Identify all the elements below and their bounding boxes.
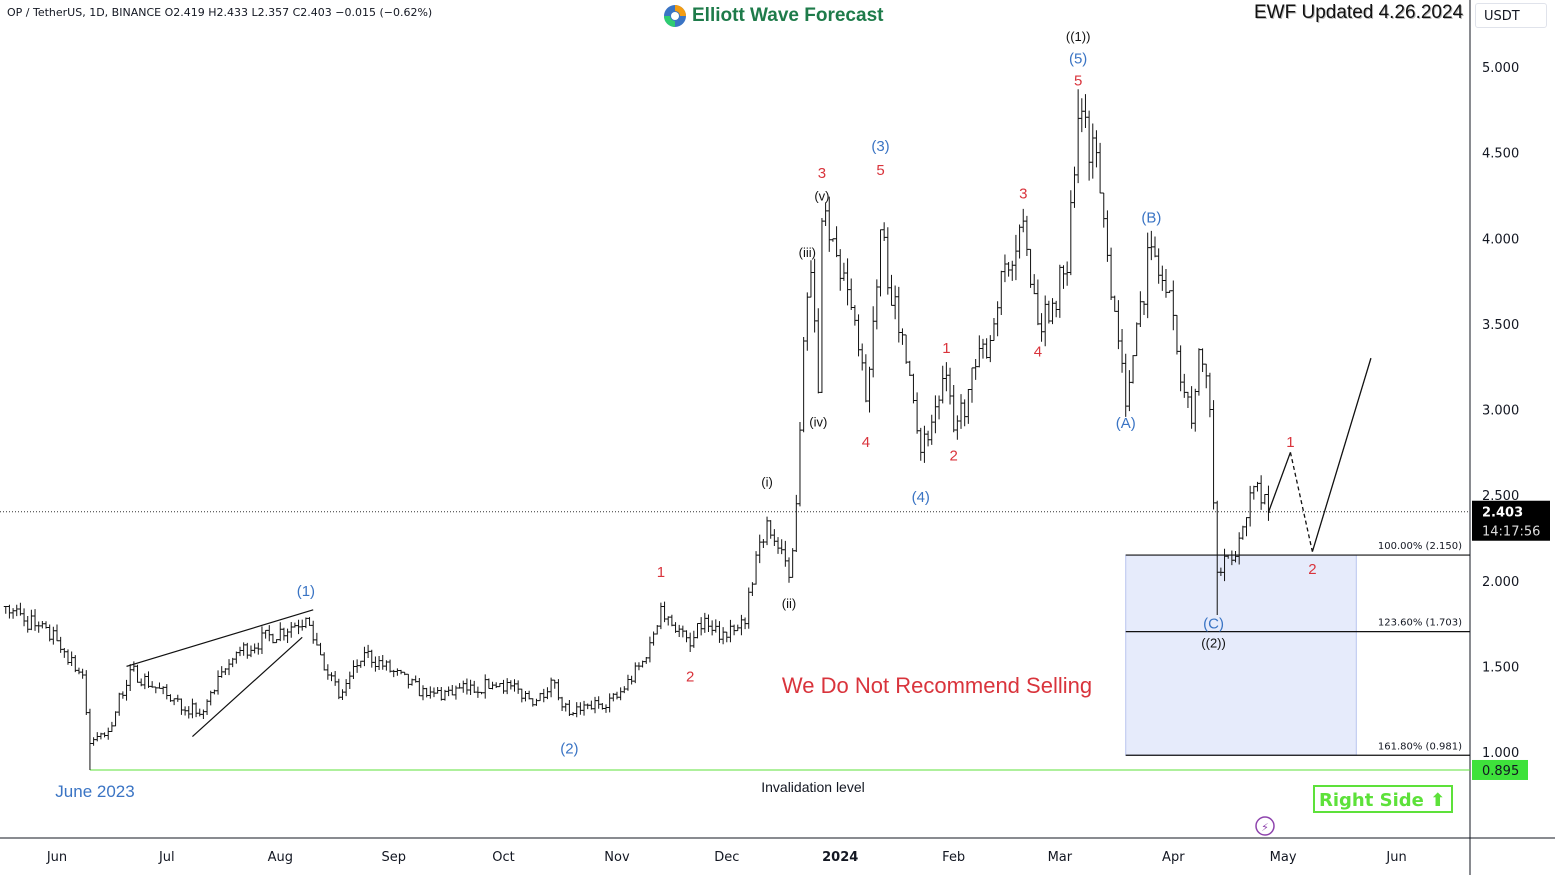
lightning-icon[interactable] — [1255, 816, 1275, 836]
updated-label: EWF Updated 4.26.2024 — [1254, 2, 1464, 23]
wave-label: 2 — [950, 448, 958, 465]
currency-selector[interactable]: USDT — [1475, 3, 1547, 28]
wave-label: (3) — [871, 138, 889, 155]
last-price-tag — [1472, 500, 1550, 541]
wave-label: 1 — [1286, 434, 1294, 451]
x-tick-label: Feb — [942, 850, 965, 865]
fib-level-label: 100.00% (2.150) — [1378, 541, 1462, 552]
y-tick-label: 3.000 — [1482, 404, 1519, 419]
projection-path — [1311, 357, 1372, 552]
y-tick-label: 2.000 — [1482, 575, 1519, 590]
x-tick-label: Mar — [1048, 850, 1073, 865]
invalidation-label: Invalidation level — [761, 779, 865, 795]
wave-label: (2) — [560, 741, 578, 758]
wave-label: 5 — [876, 162, 884, 179]
x-tick-label: Aug — [268, 850, 293, 865]
wave-label: (5) — [1069, 50, 1087, 67]
logo: Elliott Wave Forecast — [662, 3, 883, 29]
wave-label: (B) — [1141, 210, 1161, 227]
logo-text: Elliott Wave Forecast — [692, 5, 884, 26]
wave-label: ((2)) — [1201, 635, 1226, 650]
wedge-trendline — [126, 609, 314, 667]
last-price-label: 2.403 — [1482, 506, 1523, 521]
wave-label: 4 — [1034, 343, 1042, 360]
wedge-trendline — [192, 636, 303, 738]
fib-zone — [1125, 554, 1357, 756]
wave-label: (C) — [1203, 616, 1224, 633]
arrow-up-icon: ⬆ — [1430, 790, 1446, 811]
y-tick-label: 4.500 — [1482, 147, 1519, 162]
x-tick-label: Jul — [158, 850, 175, 865]
lightning-glyph: ⚡ — [1261, 821, 1269, 834]
fib-level-label: 161.80% (0.981) — [1378, 741, 1462, 752]
x-tick-label: Nov — [604, 850, 630, 865]
wave-label: (i) — [761, 474, 773, 489]
y-tick-label: 5.000 — [1482, 61, 1519, 76]
june-2023-label: June 2023 — [55, 782, 134, 801]
wave-label: 3 — [1019, 186, 1027, 203]
countdown-label: 14:17:56 — [1482, 525, 1540, 540]
wave-label: 4 — [862, 434, 870, 451]
fib-level-label: 123.60% (1.703) — [1378, 618, 1462, 629]
wave-label: (iii) — [799, 245, 816, 260]
right-side-badge: Right Side ⬆ — [1313, 785, 1453, 813]
wave-label: (A) — [1116, 415, 1136, 432]
wave-label: (ii) — [782, 596, 796, 611]
x-tick-label: Jun — [1385, 850, 1406, 865]
x-tick-label: Oct — [492, 850, 514, 865]
y-tick-label: 1.500 — [1482, 660, 1519, 675]
right-side-label: Right Side — [1319, 790, 1424, 811]
wave-label: (4) — [912, 489, 930, 506]
invalidation-price-tag — [1472, 759, 1528, 780]
invalidation-price-label: 0.895 — [1482, 764, 1519, 779]
logo-icon — [664, 5, 686, 27]
projection-path — [1289, 452, 1314, 552]
y-tick-label: 1.000 — [1482, 746, 1519, 761]
wave-label: 2 — [686, 669, 694, 686]
x-tick-label: Sep — [381, 850, 406, 865]
wave-label: 2 — [1308, 561, 1316, 578]
wave-label: 1 — [657, 564, 665, 581]
warning-label: We Do Not Recommend Selling — [782, 673, 1092, 698]
wave-label: (1) — [297, 583, 315, 600]
wave-label: 3 — [818, 165, 826, 182]
wave-label: (v) — [814, 188, 829, 203]
wave-label: ((1)) — [1066, 29, 1091, 44]
x-tick-label: May — [1270, 850, 1297, 865]
y-tick-label: 4.000 — [1482, 232, 1519, 247]
x-tick-label: Dec — [714, 850, 739, 865]
y-tick-label: 2.500 — [1482, 489, 1519, 504]
wave-label: 5 — [1074, 73, 1082, 90]
symbol-ohlc-legend: OP / TetherUS, 1D, BINANCE O2.419 H2.433… — [7, 6, 433, 19]
x-tick-label: Apr — [1162, 850, 1185, 865]
projection-path — [1267, 452, 1292, 513]
y-tick-label: 3.500 — [1482, 318, 1519, 333]
x-tick-label: 2024 — [822, 850, 858, 865]
wave-label: (iv) — [809, 414, 827, 429]
x-tick-label: Jun — [46, 850, 67, 865]
wave-label: 1 — [942, 340, 950, 357]
